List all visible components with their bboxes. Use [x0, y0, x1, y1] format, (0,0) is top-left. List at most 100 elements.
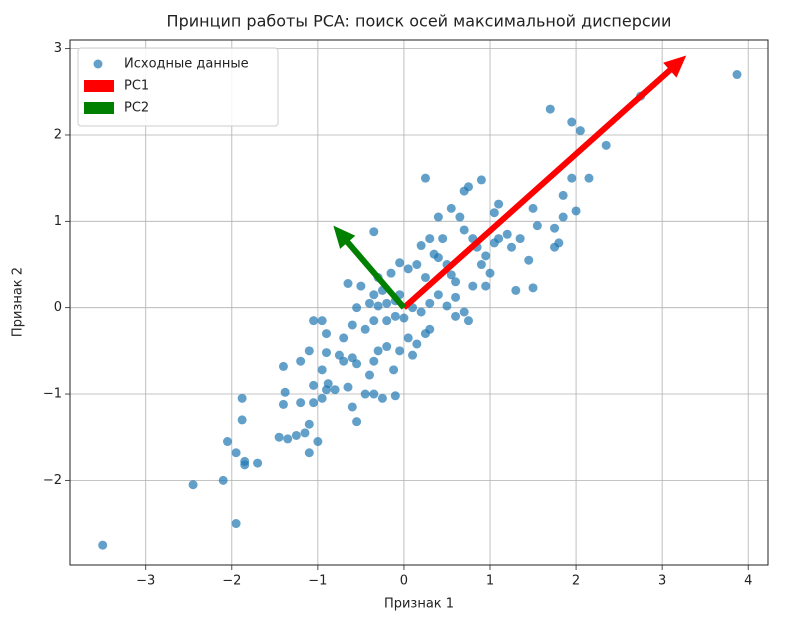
data-point [231, 448, 241, 458]
data-point [309, 316, 319, 326]
data-point [425, 234, 435, 244]
x-tick-label: 4 [744, 574, 752, 589]
y-axis-label: Признак 2 [11, 267, 26, 337]
data-point [485, 268, 495, 278]
y-tick-label: −1 [43, 387, 62, 402]
data-point [507, 242, 517, 252]
data-point [223, 437, 233, 447]
data-point [313, 437, 323, 447]
data-point [416, 241, 426, 251]
data-point [420, 173, 430, 183]
data-point [218, 475, 228, 485]
data-point [240, 460, 250, 470]
data-point [369, 389, 379, 399]
data-point [494, 199, 504, 209]
data-point [438, 234, 448, 244]
data-point [567, 117, 577, 127]
legend-marker [84, 102, 114, 114]
data-point [446, 270, 456, 280]
data-point [433, 212, 443, 222]
data-point [386, 268, 396, 278]
x-tick-label: 2 [572, 574, 580, 589]
data-point [451, 277, 461, 287]
data-point [309, 380, 319, 390]
x-tick-label: −3 [136, 574, 155, 589]
data-point [476, 175, 486, 185]
data-point [446, 203, 456, 213]
data-point [433, 253, 443, 263]
data-point [528, 203, 538, 213]
data-point [403, 333, 413, 343]
data-point [390, 311, 400, 321]
data-point [416, 307, 426, 317]
data-point [558, 212, 568, 222]
y-tick-label: 0 [54, 300, 62, 315]
data-point [369, 356, 379, 366]
data-point [352, 417, 362, 427]
data-point [382, 316, 392, 326]
data-point [481, 251, 491, 261]
data-point [304, 419, 314, 429]
data-point [571, 206, 581, 216]
data-point [584, 173, 594, 183]
data-point [567, 173, 577, 183]
data-point [304, 448, 314, 458]
data-point [550, 242, 560, 252]
data-point [339, 333, 349, 343]
plot-frame [69, 39, 769, 566]
data-point [433, 290, 443, 300]
data-point [515, 234, 525, 244]
x-tick-label: −2 [222, 574, 241, 589]
y-tick-label: 3 [54, 41, 62, 56]
data-point [408, 350, 418, 360]
data-point [280, 387, 290, 397]
data-point [330, 385, 340, 395]
data-point [463, 182, 473, 192]
data-point [317, 365, 327, 375]
data-point [365, 298, 375, 308]
data-point [511, 285, 521, 295]
y-tick-label: 2 [54, 127, 62, 142]
data-point [188, 480, 198, 490]
data-point [339, 356, 349, 366]
data-point [451, 292, 461, 302]
data-point [253, 458, 263, 468]
data-point [237, 415, 247, 425]
data-point [365, 370, 375, 380]
data-point [373, 346, 383, 356]
data-point [476, 260, 486, 270]
y-tick-label: −2 [43, 473, 62, 488]
data-point [304, 346, 314, 356]
data-point [323, 379, 333, 389]
data-point [321, 348, 331, 358]
data-point [231, 519, 241, 529]
data-point [550, 223, 560, 233]
data-point [343, 279, 353, 289]
data-point [425, 298, 435, 308]
data-point [356, 281, 366, 291]
legend-marker [84, 80, 114, 92]
data-point [347, 402, 357, 412]
x-tick-label: 3 [658, 574, 666, 589]
data-point [420, 272, 430, 282]
legend-label: PC1 [124, 79, 149, 94]
x-tick-label: −1 [308, 574, 327, 589]
data-point [382, 298, 392, 308]
data-point [278, 361, 288, 371]
data-point [278, 399, 288, 409]
data-point [373, 301, 383, 311]
data-point [377, 393, 387, 403]
data-point [321, 329, 331, 339]
data-point [352, 359, 362, 369]
data-point [343, 382, 353, 392]
data-point [237, 393, 247, 403]
data-point [352, 303, 362, 313]
x-tick-label: 0 [400, 574, 408, 589]
legend-box [77, 47, 279, 127]
data-point [558, 190, 568, 200]
data-point [502, 229, 512, 239]
data-point [399, 313, 409, 323]
legend-label: PC2 [124, 101, 149, 116]
data-point [463, 316, 473, 326]
